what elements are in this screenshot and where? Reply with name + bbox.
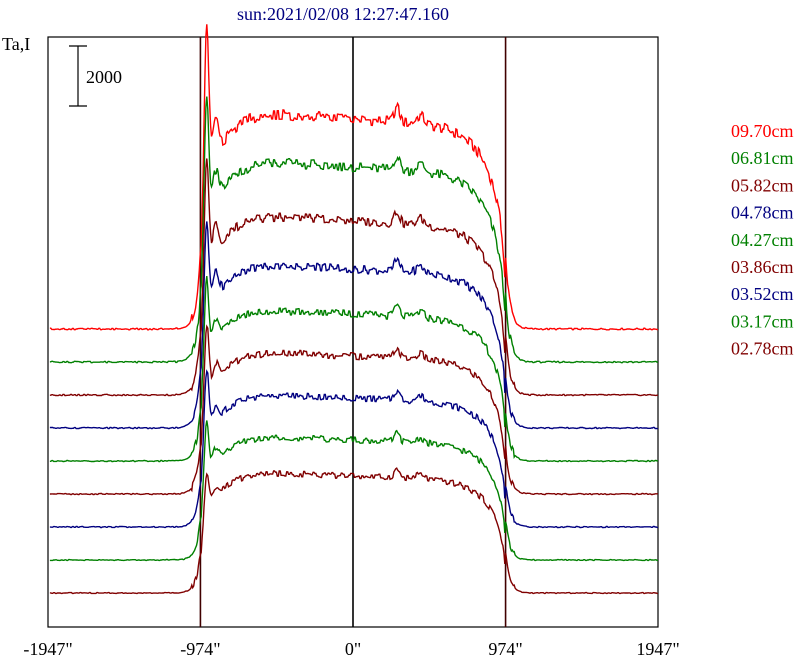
- series-line: [49, 221, 658, 430]
- series-line: [49, 420, 658, 562]
- x-tick-label: 974": [488, 639, 522, 659]
- series-line: [49, 467, 658, 595]
- x-tick-label: 1947": [636, 639, 679, 659]
- legend-entry: 03.52cm: [731, 284, 794, 304]
- series-line: [49, 369, 658, 529]
- series-line: [49, 276, 658, 463]
- scale-bar-label: 2000: [86, 67, 122, 87]
- series-line: [49, 24, 658, 331]
- legend-entry: 04.27cm: [731, 230, 794, 250]
- legend-entry: 02.78cm: [731, 339, 794, 359]
- series-line: [49, 96, 658, 364]
- legend-entry: 03.86cm: [731, 257, 794, 277]
- series-line: [49, 158, 658, 397]
- x-tick-label: -974": [180, 639, 220, 659]
- legend-entry: 09.70cm: [731, 121, 794, 141]
- legend-entry: 04.78cm: [731, 203, 794, 223]
- chart-title: sun:2021/02/08 12:27:47.160: [237, 4, 449, 24]
- legend-entry: 05.82cm: [731, 175, 794, 195]
- series-line: [49, 324, 658, 496]
- legend-entry: 03.17cm: [731, 311, 794, 331]
- legend-entry: 06.81cm: [731, 148, 794, 168]
- x-tick-label: 0": [345, 639, 361, 659]
- y-axis-label: Ta,I: [2, 34, 30, 54]
- x-tick-label: -1947": [23, 639, 72, 659]
